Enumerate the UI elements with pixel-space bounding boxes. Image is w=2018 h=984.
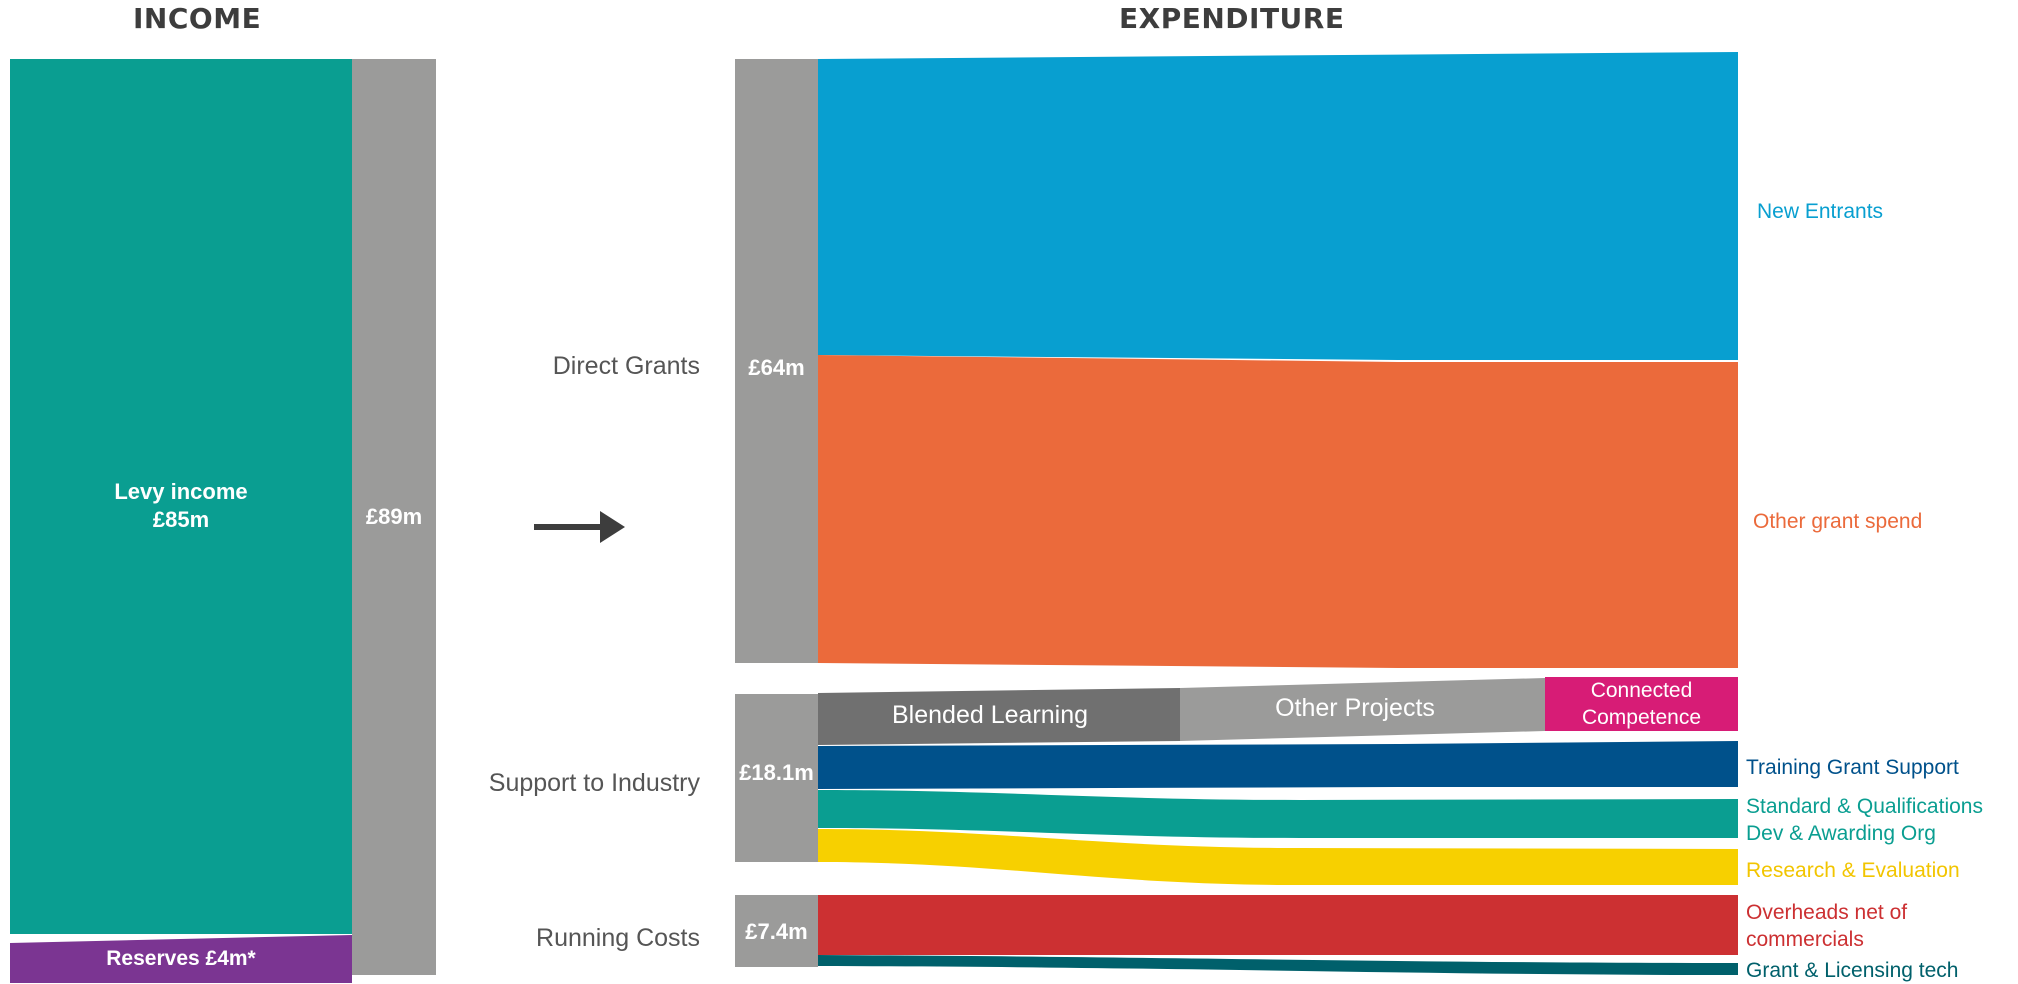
training-grant-support-label: Training Grant Support xyxy=(1746,756,1959,779)
levy-income-title: Levy income xyxy=(114,479,248,504)
levy-income-value: £85m xyxy=(152,507,210,532)
training-grant-support-flow xyxy=(818,741,1738,789)
other-projects-flow xyxy=(1180,678,1545,741)
total-income-value: £89m xyxy=(365,504,423,529)
overheads-line-2: commercials xyxy=(1746,928,1864,951)
running-costs-label: Running Costs xyxy=(536,924,700,952)
connected-competence-label: Connected Competence xyxy=(1545,677,1738,731)
standard-qualifications-flow xyxy=(818,790,1738,838)
overheads-flow xyxy=(818,895,1738,955)
support-to-industry-node xyxy=(735,694,818,862)
running-costs-value: £7.4m xyxy=(745,919,808,944)
connected-competence-flow xyxy=(1545,677,1738,731)
overheads-label: Overheads net of commercials xyxy=(1746,899,1907,953)
direct-grants-node xyxy=(735,59,818,663)
reserves-label: Reserves £4m* xyxy=(106,947,256,970)
research-evaluation-flow xyxy=(818,829,1738,885)
reserves-block xyxy=(10,935,352,983)
blended-learning-flow xyxy=(818,688,1180,745)
support-to-industry-value: £18.1m xyxy=(739,760,814,785)
other-grant-spend-label: Other grant spend xyxy=(1753,510,1923,533)
new-entrants-label: New Entrants xyxy=(1757,200,1884,223)
arrow-right-icon xyxy=(534,511,625,543)
other-projects-label: Other Projects xyxy=(1275,694,1435,722)
support-to-industry-label: Support to Industry xyxy=(488,769,700,797)
new-entrants-flow xyxy=(818,52,1738,360)
standard-line-1: Standard & Qualifications xyxy=(1746,795,1983,818)
research-evaluation-label: Research & Evaluation xyxy=(1746,859,1960,882)
total-income-node xyxy=(352,59,436,975)
standard-qualifications-label: Standard & Qualifications Dev & Awarding… xyxy=(1746,793,1983,847)
connected-line-2: Competence xyxy=(1581,706,1702,729)
overheads-line-1: Overheads net of xyxy=(1746,901,1908,924)
levy-income-label: Levy income £85m xyxy=(60,478,302,534)
standard-line-2: Dev & Awarding Org xyxy=(1746,822,1936,845)
direct-grants-label: Direct Grants xyxy=(552,352,700,380)
other-grant-spend-flow xyxy=(818,355,1738,668)
income-header: INCOME xyxy=(133,2,262,35)
blended-learning-label: Blended Learning xyxy=(892,701,1088,729)
grant-licensing-label: Grant & Licensing tech xyxy=(1746,959,1959,982)
levy-income-block xyxy=(10,59,352,934)
grant-licensing-flow xyxy=(818,955,1738,975)
direct-grants-value: £64m xyxy=(748,355,805,380)
connected-line-1: Connected xyxy=(1590,679,1693,702)
running-costs-node xyxy=(735,895,818,967)
expenditure-header: EXPENDITURE xyxy=(1119,2,1345,35)
